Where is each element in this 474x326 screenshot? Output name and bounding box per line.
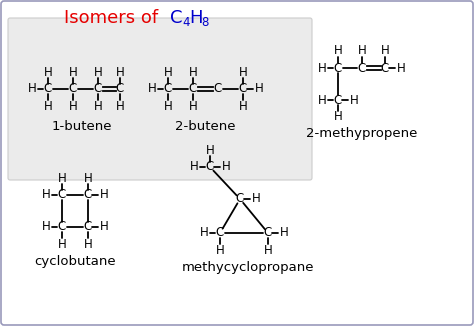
Text: H: H [42, 220, 50, 233]
Text: H: H [164, 66, 173, 79]
Text: H: H [216, 244, 224, 257]
Text: 2-butene: 2-butene [175, 121, 235, 134]
Text: H: H [44, 66, 52, 79]
Text: H: H [397, 62, 405, 75]
Text: H: H [83, 238, 92, 250]
Text: H: H [334, 45, 342, 57]
Text: C: C [84, 220, 92, 233]
Text: H: H [189, 66, 197, 79]
Text: C: C [170, 9, 182, 27]
Text: C: C [116, 82, 124, 96]
Text: H: H [318, 62, 327, 75]
Text: H: H [58, 238, 66, 250]
Text: C: C [189, 82, 197, 96]
Text: C: C [358, 62, 366, 75]
Text: H: H [58, 171, 66, 185]
Text: H: H [280, 227, 288, 240]
Text: C: C [94, 82, 102, 96]
Text: C: C [334, 62, 342, 75]
Text: 8: 8 [201, 16, 209, 29]
Text: H: H [69, 99, 77, 112]
Text: H: H [318, 94, 327, 107]
Text: cyclobutane: cyclobutane [34, 256, 116, 269]
Text: C: C [58, 220, 66, 233]
Text: 4: 4 [182, 16, 190, 29]
Text: H: H [238, 66, 247, 79]
Text: H: H [190, 160, 199, 173]
Text: H: H [44, 99, 52, 112]
Text: H: H [100, 220, 109, 233]
Text: H: H [164, 99, 173, 112]
Text: H: H [381, 45, 389, 57]
Text: H: H [116, 99, 124, 112]
Text: H: H [252, 192, 260, 205]
Text: H: H [264, 244, 273, 257]
Text: C: C [264, 227, 272, 240]
Text: H: H [189, 9, 202, 27]
Text: H: H [83, 171, 92, 185]
Text: H: H [100, 188, 109, 201]
Text: H: H [255, 82, 264, 96]
Text: H: H [147, 82, 156, 96]
Text: C: C [216, 227, 224, 240]
Text: 1-butene: 1-butene [52, 121, 112, 134]
Text: H: H [222, 160, 230, 173]
Text: C: C [236, 192, 244, 205]
Text: C: C [206, 160, 214, 173]
Text: H: H [27, 82, 36, 96]
Text: H: H [94, 66, 102, 79]
Text: C: C [69, 82, 77, 96]
Text: C: C [44, 82, 52, 96]
Text: H: H [116, 66, 124, 79]
Text: C: C [164, 82, 172, 96]
Text: H: H [69, 66, 77, 79]
Text: C: C [381, 62, 389, 75]
Text: H: H [42, 188, 50, 201]
Text: H: H [238, 99, 247, 112]
Text: H: H [189, 99, 197, 112]
Text: C: C [58, 188, 66, 201]
Text: C: C [84, 188, 92, 201]
Text: C: C [214, 82, 222, 96]
Text: H: H [200, 227, 209, 240]
Text: H: H [206, 143, 214, 156]
Text: H: H [94, 99, 102, 112]
Text: 2-methypropene: 2-methypropene [306, 126, 418, 140]
Text: H: H [334, 111, 342, 124]
Text: Isomers of: Isomers of [64, 9, 170, 27]
Text: C: C [239, 82, 247, 96]
FancyBboxPatch shape [8, 18, 312, 180]
Text: H: H [350, 94, 358, 107]
Text: C: C [334, 94, 342, 107]
Text: methycyclopropane: methycyclopropane [182, 261, 314, 274]
Text: H: H [357, 45, 366, 57]
